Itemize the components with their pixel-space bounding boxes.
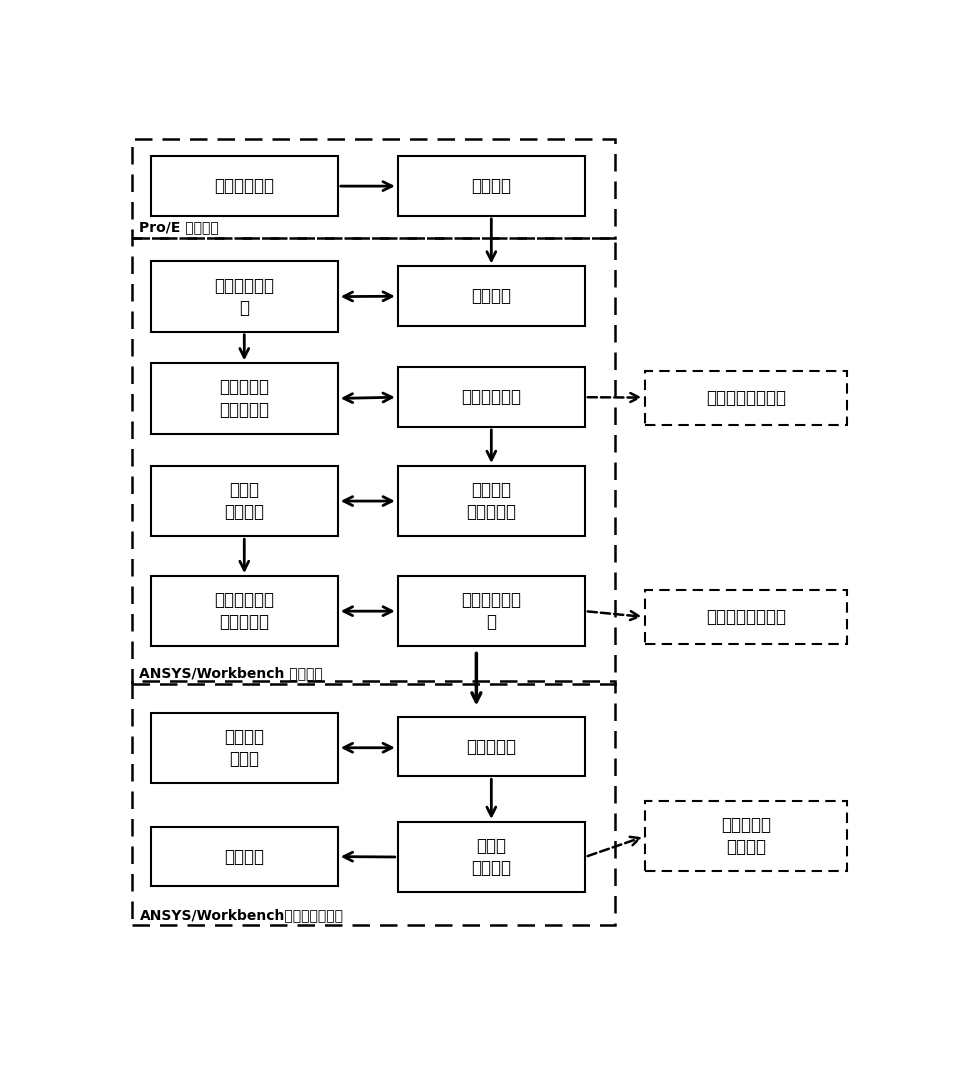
FancyBboxPatch shape [398, 267, 585, 326]
Text: 整机变形
整机应力场: 整机变形 整机应力场 [467, 481, 517, 521]
Text: 动刚度
薄弱环节: 动刚度 薄弱环节 [471, 837, 511, 877]
FancyBboxPatch shape [398, 156, 585, 216]
Text: 灵敏度分析: 灵敏度分析 [467, 737, 517, 756]
FancyBboxPatch shape [645, 801, 847, 872]
Text: 力边界条件
计算和加载: 力边界条件 计算和加载 [219, 378, 270, 418]
Text: 灵敏度分析
优化设计: 灵敏度分析 优化设计 [721, 816, 771, 857]
FancyBboxPatch shape [151, 576, 338, 646]
FancyBboxPatch shape [151, 261, 338, 332]
FancyBboxPatch shape [151, 713, 338, 783]
FancyBboxPatch shape [398, 368, 585, 427]
Text: Pro/E 工作环境: Pro/E 工作环境 [139, 220, 219, 234]
FancyBboxPatch shape [645, 371, 847, 425]
FancyBboxPatch shape [151, 363, 338, 433]
FancyBboxPatch shape [398, 717, 585, 776]
Text: 整机静态特性预测: 整机静态特性预测 [706, 388, 786, 406]
Text: 模型简化: 模型简化 [471, 177, 511, 196]
Text: ANSYS/Workbench 工作环境: ANSYS/Workbench 工作环境 [139, 666, 324, 680]
Text: 优化设计: 优化设计 [224, 847, 265, 865]
Text: 实体模型建立: 实体模型建立 [214, 177, 274, 196]
FancyBboxPatch shape [151, 465, 338, 536]
FancyBboxPatch shape [398, 465, 585, 536]
Text: 整机谐响应分
析: 整机谐响应分 析 [462, 591, 522, 631]
FancyBboxPatch shape [151, 827, 338, 887]
FancyBboxPatch shape [398, 821, 585, 892]
FancyBboxPatch shape [151, 156, 338, 216]
Text: 预应力
模态计算: 预应力 模态计算 [224, 481, 265, 521]
Text: ANSYS/Workbench参数化工作环境: ANSYS/Workbench参数化工作环境 [139, 908, 344, 922]
FancyBboxPatch shape [645, 590, 847, 644]
Text: 边界条件
参数化: 边界条件 参数化 [224, 728, 265, 768]
Text: 静态刚度计算: 静态刚度计算 [462, 388, 522, 406]
Text: 划分网格: 划分网格 [471, 287, 511, 305]
Text: 整机低阶固有
频率和振型: 整机低阶固有 频率和振型 [214, 591, 274, 631]
Text: 有限元模型建
立: 有限元模型建 立 [214, 276, 274, 317]
Text: 整机动态特性预测: 整机动态特性预测 [706, 608, 786, 626]
FancyBboxPatch shape [398, 576, 585, 646]
